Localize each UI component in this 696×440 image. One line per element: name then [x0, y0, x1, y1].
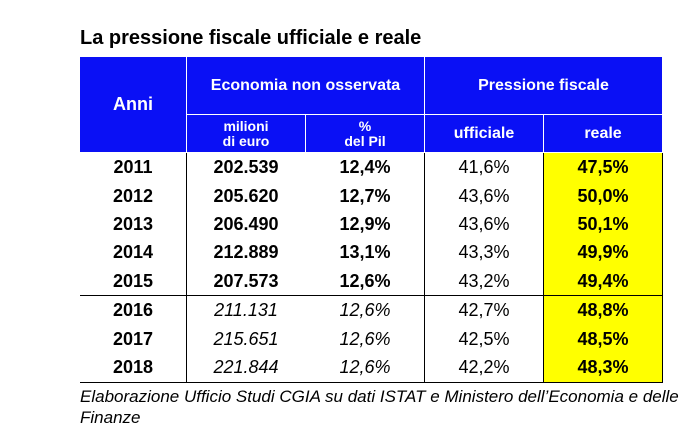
subheader-milioni-line1: milioni: [223, 117, 269, 134]
cell-ufficiale: 42,5%: [458, 328, 510, 349]
divider-right: [662, 153, 663, 383]
cell-ufficiale: 43,3%: [458, 242, 510, 262]
cell-anno: 2015: [112, 270, 154, 291]
cell-pil: 12,9%: [339, 213, 391, 234]
cell-milioni: 212.889: [213, 242, 279, 262]
cell-reale: 48,5%: [577, 328, 629, 349]
cell-pil: 12,6%: [339, 328, 391, 349]
cell-milioni: 206.490: [213, 213, 279, 234]
header-economia-label: Economia non osservata: [210, 77, 401, 94]
subheader-ufficiale-label: ufficiale: [453, 125, 515, 142]
page-title: La pressione fiscale ufficiale e reale: [80, 27, 422, 49]
divider-anni: [186, 153, 187, 383]
cell-milioni: 211.131: [214, 300, 278, 320]
cell-anno: 2014: [112, 242, 154, 262]
divider-group: [80, 295, 663, 296]
subheader-reale: reale: [544, 115, 662, 152]
fiscal-pressure-table: Anni Economia non osservata Pressione fi…: [80, 57, 663, 383]
cell-ufficiale: 43,2%: [458, 270, 510, 291]
cell-reale: 50,1%: [577, 213, 629, 234]
subheader-pil-line1: %: [358, 117, 372, 134]
cell-ufficiale: 41,6%: [458, 157, 510, 177]
cell-reale: 50,0%: [577, 185, 629, 206]
header-economia: Economia non osservata: [187, 57, 424, 114]
divider-economia: [424, 153, 425, 383]
cell-reale: 49,4%: [577, 270, 629, 291]
header-pressione: Pressione fiscale: [425, 57, 662, 114]
cell-milioni: 205.620: [213, 185, 279, 206]
cell-milioni: 215.651: [213, 328, 279, 349]
divider-reale: [543, 153, 544, 383]
source-footnote: Elaborazione Ufficio Studi CGIA su dati …: [80, 387, 679, 427]
subheader-reale-label: reale: [584, 125, 622, 142]
cell-milioni: 221.844: [213, 357, 279, 377]
cell-reale: 48,3%: [577, 357, 629, 377]
cell-anno: 2017: [112, 328, 154, 349]
subheader-pil-line2: del Pil: [344, 132, 386, 149]
cell-anno: 2012: [112, 185, 154, 206]
cell-reale: 48,8%: [577, 300, 629, 320]
cell-ufficiale: 43,6%: [458, 213, 510, 234]
header-anni: Anni: [80, 57, 186, 152]
cell-reale: 49,9%: [577, 242, 629, 262]
subheader-ufficiale: ufficiale: [425, 115, 543, 152]
cell-anno: 2016: [112, 300, 154, 320]
cell-milioni: 202.539: [213, 157, 279, 177]
cell-ufficiale: 42,2%: [458, 357, 510, 377]
reale-highlight: [544, 153, 662, 382]
cell-pil: 12,6%: [339, 357, 391, 377]
cell-anno: 2011: [113, 157, 153, 177]
subheader-pil: % del Pil: [306, 115, 424, 152]
divider-bottom: [80, 382, 663, 383]
cell-pil: 13,1%: [339, 242, 391, 262]
cell-anno: 2013: [112, 213, 154, 234]
cell-pil: 12,6%: [339, 270, 391, 291]
header-anni-label: Anni: [113, 94, 153, 114]
cell-pil: 12,4%: [339, 157, 391, 177]
subheader-milioni-line2: di euro: [222, 132, 270, 149]
header-pressione-label: Pressione fiscale: [478, 77, 609, 94]
cell-ufficiale: 42,7%: [458, 300, 510, 320]
cell-milioni: 207.573: [213, 270, 279, 291]
subheader-milioni: milioni di euro: [187, 115, 305, 152]
cell-pil: 12,6%: [339, 300, 391, 320]
cell-pil: 12,7%: [339, 185, 391, 206]
cell-reale: 47,5%: [577, 157, 629, 177]
cell-ufficiale: 43,6%: [458, 185, 510, 206]
cell-anno: 2018: [112, 357, 154, 377]
